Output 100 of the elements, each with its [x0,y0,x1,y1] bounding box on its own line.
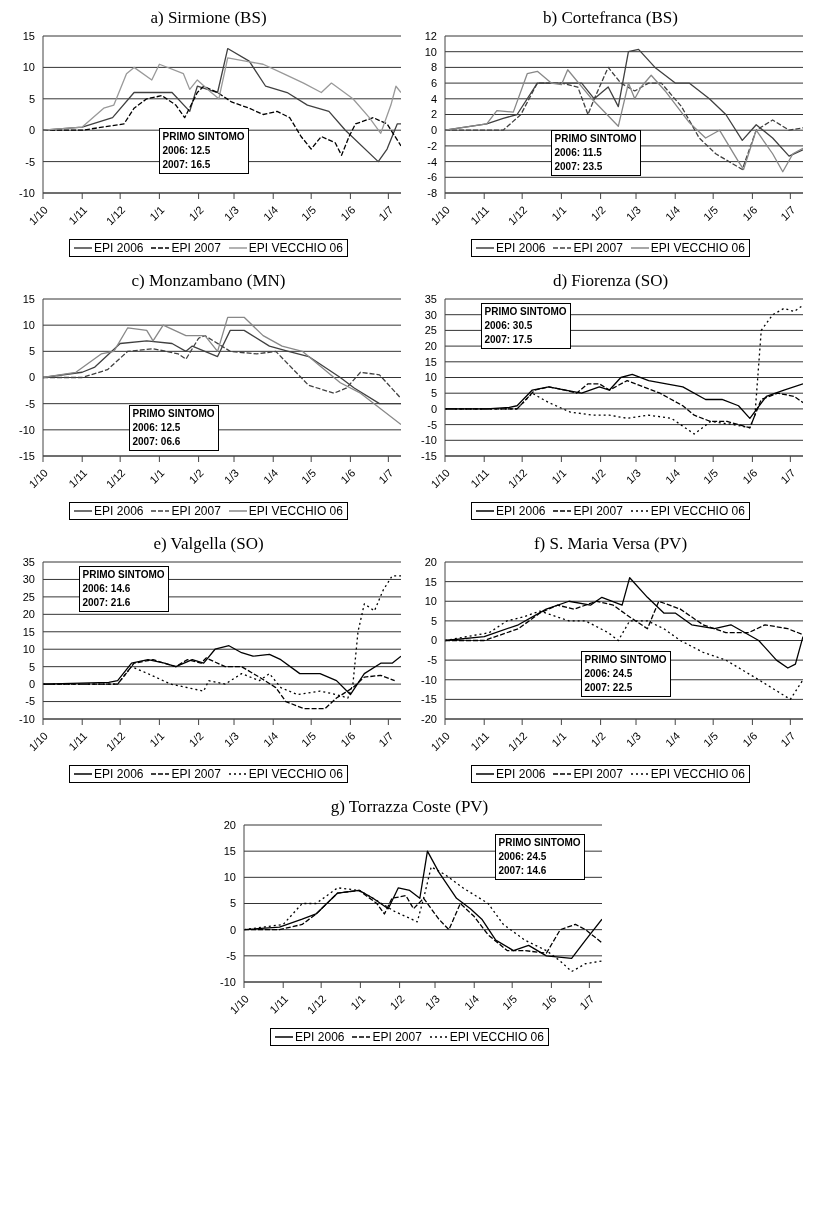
annotation: PRIMO SINTOMO [584,653,667,667]
legend-label: EPI 2007 [573,504,623,518]
x-tick-label: 1/2 [587,466,608,486]
x-tick-label: 1/4 [260,203,280,223]
x-tick-label: 1/5 [700,466,720,486]
x-tick-label: 1/1 [146,203,166,223]
y-tick-label: 0 [28,124,35,137]
legend-label: EPI VECCHIO 06 [650,241,745,255]
x-tick-label: 1/11 [65,466,89,490]
annotation: PRIMO SINTOMO [484,305,567,319]
y-tick-label: 6 [430,77,437,89]
x-tick-label: 1/5 [298,203,318,223]
y-tick-label: 0 [28,371,35,384]
legend-label: EPI 2006 [496,504,546,518]
x-tick-label: 1/3 [422,992,442,1012]
y-tick-label: 25 [22,590,35,603]
x-tick-label: 1/1 [146,466,166,486]
annotation: 2007: 23.5 [554,160,604,174]
y-tick-label: -20 [420,712,437,725]
y-tick-label: 15 [22,292,35,305]
y-tick-label: 15 [223,845,236,858]
y-tick-label: -6 [426,171,437,184]
x-tick-label: 1/4 [662,729,682,749]
y-tick-label: -8 [426,186,437,199]
y-tick-label: 10 [223,871,236,884]
x-tick-label: 1/6 [538,992,558,1012]
y-tick-label: 10 [22,319,35,332]
x-tick-label: 1/1 [347,992,367,1012]
y-tick-label: 25 [424,324,437,337]
chart-title: d) Fiorenza (SO) [551,271,670,292]
legend-label: EPI VECCHIO 06 [248,504,343,518]
legend-label: EPI VECCHIO 06 [248,241,343,255]
x-tick-label: 1/2 [185,203,206,223]
y-tick-label: 10 [22,61,35,74]
y-tick-label: 2 [430,108,437,121]
x-tick-label: 1/1 [548,729,568,749]
y-tick-label: 15 [22,29,35,42]
y-tick-label: 8 [430,61,437,74]
x-tick-label: 1/5 [298,466,318,486]
x-tick-label: 1/7 [375,466,395,486]
y-tick-label: -5 [24,397,35,410]
x-tick-label: 1/11 [65,203,89,227]
y-tick-label: -5 [24,155,35,168]
x-tick-label: 1/7 [777,729,797,749]
x-tick-label: 1/2 [185,729,206,749]
annotation: 2006: 14.6 [82,582,132,596]
legend-label: EPI 2007 [171,767,221,781]
legend-label: EPI 2006 [295,1030,345,1044]
legend-label: EPI VECCHIO 06 [449,1030,544,1044]
y-tick-label: 20 [223,818,236,831]
legend-label: EPI 2006 [94,767,144,781]
y-tick-label: 0 [430,634,437,647]
y-tick-label: -5 [426,418,437,431]
annotation: 2007: 22.5 [584,681,634,695]
x-tick-label: 1/7 [777,203,797,223]
x-tick-label: 1/5 [499,992,519,1012]
x-tick-label: 1/6 [337,466,357,486]
x-tick-label: 1/6 [337,203,357,223]
legend-label: EPI VECCHIO 06 [650,767,745,781]
annotation: 2006: 24.5 [584,667,634,681]
y-tick-label: 15 [22,625,35,638]
y-tick-label: 35 [22,555,35,568]
y-tick-label: 0 [28,678,35,691]
x-tick-label: 1/2 [587,203,608,223]
x-tick-label: 1/1 [548,466,568,486]
y-tick-label: 4 [430,92,437,105]
y-tick-label: 5 [430,387,437,400]
x-tick-label: 1/3 [623,466,643,486]
chart-title: f) S. Maria Versa (PV) [532,534,689,555]
y-tick-label: -15 [18,449,35,462]
x-tick-label: 1/11 [467,729,491,753]
legend-label: EPI VECCHIO 06 [248,767,343,781]
x-tick-label: 1/7 [576,992,596,1012]
y-tick-label: -10 [420,434,437,447]
y-tick-label: 30 [22,573,35,586]
annotation: PRIMO SINTOMO [554,132,637,146]
y-tick-label: -15 [420,693,437,706]
chart-title: b) Cortefranca (BS) [542,8,679,29]
y-tick-label: 20 [22,608,35,621]
y-tick-label: -15 [420,449,437,462]
annotation: 2007: 16.5 [162,158,212,172]
legend-label: EPI 2007 [573,767,623,781]
annotation: 2007: 06.6 [132,435,182,449]
x-tick-label: 1/7 [375,729,395,749]
x-tick-label: 1/3 [221,466,241,486]
x-tick-label: 1/6 [739,203,759,223]
x-tick-label: 1/11 [65,729,89,753]
chart-title: e) Valgella (SO) [152,534,265,555]
x-tick-label: 1/4 [461,992,481,1012]
annotation: 2006: 12.5 [162,144,212,158]
annotation: 2007: 17.5 [484,333,534,347]
annotation: PRIMO SINTOMO [162,130,245,144]
y-tick-label: 20 [424,340,437,353]
x-tick-label: 1/4 [662,466,682,486]
y-tick-label: 10 [424,371,437,384]
x-tick-label: 1/3 [221,203,241,223]
y-tick-label: 0 [430,124,437,137]
annotation: 2006: 24.5 [498,850,548,864]
annotation: 2007: 21.6 [82,596,132,610]
y-tick-label: 15 [424,355,437,368]
